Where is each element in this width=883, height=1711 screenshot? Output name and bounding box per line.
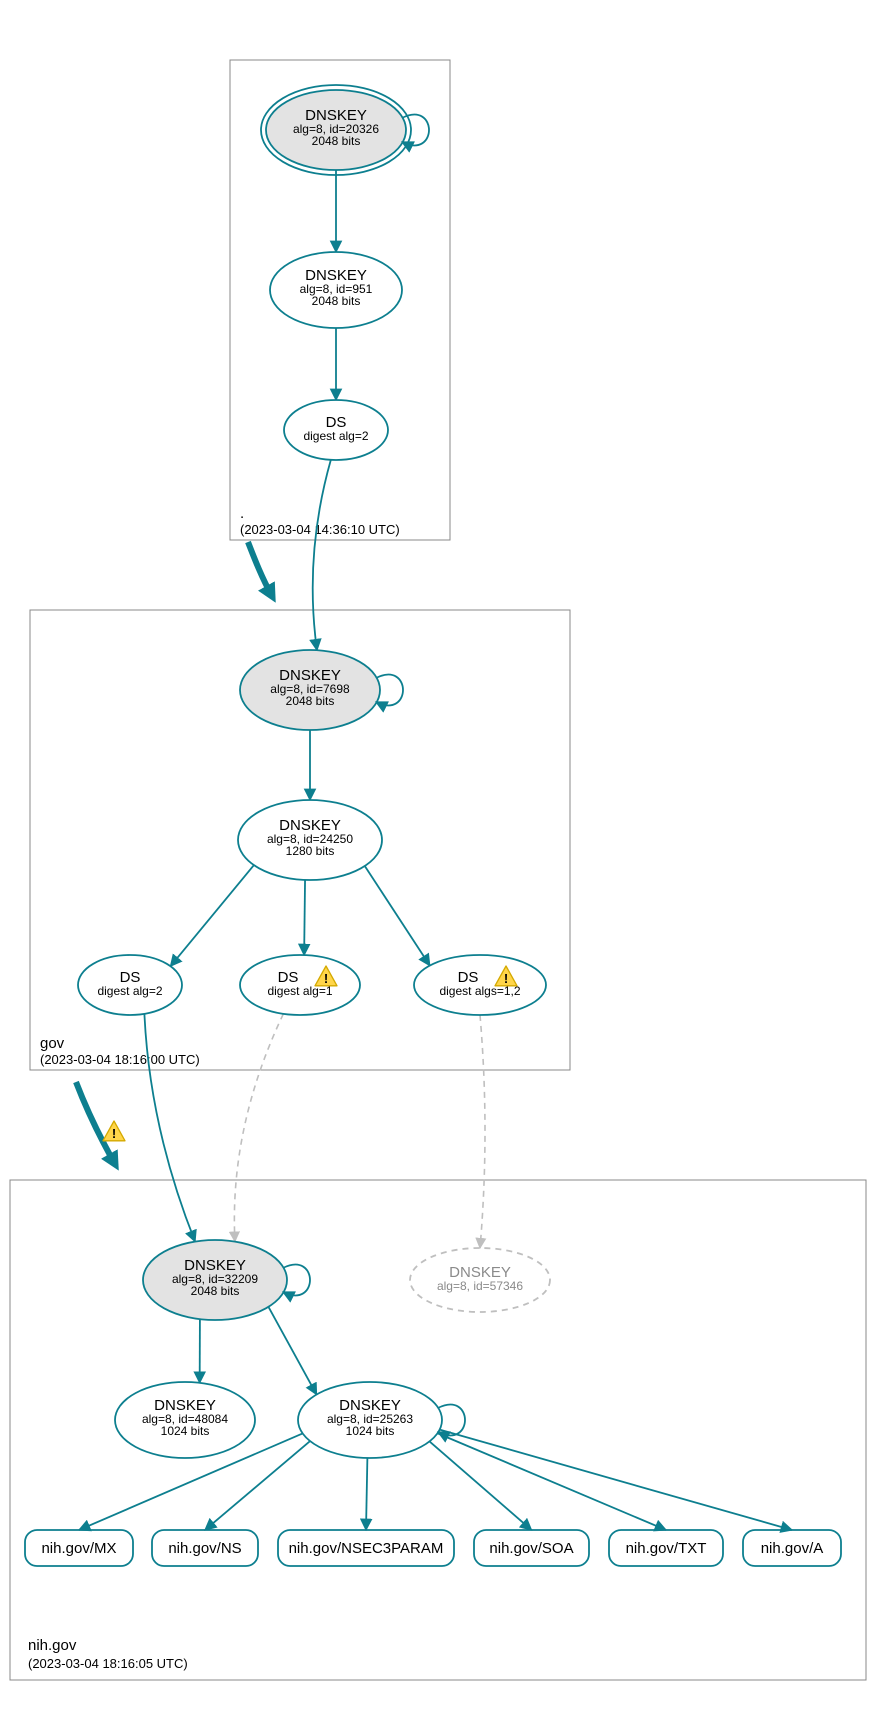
edges <box>144 170 485 1395</box>
rrset-nih-gov-MX: nih.gov/MX <box>25 1530 133 1566</box>
rrset-label: nih.gov/A <box>761 1540 824 1557</box>
edge-gov_ds3-nih_missing <box>480 1015 485 1248</box>
edge-nih_ksk-nih_zsk2 <box>268 1307 316 1395</box>
delegation-edge <box>76 1082 115 1164</box>
zone-nih-label: nih.gov <box>28 1637 77 1654</box>
node-root_zsk: DNSKEYalg=8, id=9512048 bits <box>270 252 402 328</box>
svg-text:!: ! <box>112 1126 116 1141</box>
edge-root_ds-gov_ksk <box>313 460 331 650</box>
rrset-nih-gov-NSEC3PARAM: nih.gov/NSEC3PARAM <box>278 1530 454 1566</box>
rrset-label: nih.gov/NSEC3PARAM <box>289 1540 444 1557</box>
node-nih_missing-line1: alg=8, id=57346 <box>437 1279 523 1293</box>
edge-nih_zsk2-nih.gov/SOA <box>430 1441 532 1530</box>
node-nih_zsk1: DNSKEYalg=8, id=480841024 bits <box>115 1382 255 1458</box>
node-nih_ksk-line2: 2048 bits <box>191 1284 240 1298</box>
warning-icons: ! <box>103 1121 125 1141</box>
node-gov_ds2: DSdigest alg=1! <box>240 955 360 1015</box>
node-nih_zsk1-line2: 1024 bits <box>161 1424 210 1438</box>
node-root_ksk-line2: 2048 bits <box>312 134 361 148</box>
rrset-nih-gov-A: nih.gov/A <box>743 1530 841 1566</box>
dnssec-diagram: . (2023-03-04 14:36:10 UTC) gov (2023-03… <box>0 0 883 1711</box>
edge-nih_zsk2-nih.gov/NS <box>205 1441 310 1530</box>
edge-gov_zsk-gov_ds1 <box>170 865 253 966</box>
edge-nih_zsk2-nih.gov/TXT <box>437 1433 666 1530</box>
node-gov_ds3: DSdigest algs=1,2! <box>414 955 546 1015</box>
warning-icon: ! <box>103 1121 125 1141</box>
node-nih_zsk2-line2: 1024 bits <box>346 1424 395 1438</box>
zone-nih-sublabel: (2023-03-04 18:16:05 UTC) <box>28 1656 188 1671</box>
node-gov_ds1: DSdigest alg=2 <box>78 955 182 1015</box>
node-root_ksk: DNSKEYalg=8, id=203262048 bits <box>261 85 429 175</box>
rrset-label: nih.gov/MX <box>41 1540 116 1557</box>
node-root_zsk-line2: 2048 bits <box>312 294 361 308</box>
node-gov_zsk-line2: 1280 bits <box>286 844 335 858</box>
edge-nih_zsk2-nih.gov/NSEC3PARAM <box>366 1458 367 1530</box>
delegation-edge <box>248 542 272 596</box>
edge-gov_zsk-gov_ds2 <box>304 880 305 955</box>
zone-root-label: . <box>240 505 244 522</box>
rrset-label: nih.gov/SOA <box>489 1540 573 1557</box>
node-gov_ds1-line1: digest alg=2 <box>97 984 162 998</box>
rrsets: nih.gov/MX nih.gov/NS nih.gov/NSEC3PARAM ni… <box>25 1530 841 1566</box>
rrset-nih-gov-TXT: nih.gov/TXT <box>609 1530 723 1566</box>
rrset-nih-gov-NS: nih.gov/NS <box>152 1530 258 1566</box>
rrset-label: nih.gov/TXT <box>626 1540 707 1557</box>
node-gov_ksk-line2: 2048 bits <box>286 694 335 708</box>
node-root_ds-line1: digest alg=2 <box>303 429 368 443</box>
node-gov_ksk: DNSKEYalg=8, id=76982048 bits <box>240 650 403 730</box>
node-gov_zsk: DNSKEYalg=8, id=242501280 bits <box>238 800 382 880</box>
svg-text:!: ! <box>324 971 328 986</box>
node-nih_missing: DNSKEYalg=8, id=57346 <box>410 1248 550 1312</box>
svg-text:!: ! <box>504 971 508 986</box>
edge-nih_zsk2-nih.gov/A <box>440 1430 792 1530</box>
zone-gov-label: gov <box>40 1035 65 1052</box>
edge-gov_ds1-nih_ksk <box>144 1014 195 1242</box>
node-nih_ksk: DNSKEYalg=8, id=322092048 bits <box>143 1240 310 1320</box>
nodes: DNSKEYalg=8, id=203262048 bits DNSKEYalg=… <box>78 85 550 1458</box>
edge-gov_ds2-nih_ksk <box>234 1014 283 1242</box>
edge-gov_zsk-gov_ds3 <box>365 866 430 966</box>
zone-gov-sublabel: (2023-03-04 18:16:00 UTC) <box>40 1052 200 1067</box>
rrset-nih-gov-SOA: nih.gov/SOA <box>474 1530 589 1566</box>
zone-root-sublabel: (2023-03-04 14:36:10 UTC) <box>240 522 400 537</box>
node-root_ds: DSdigest alg=2 <box>284 400 388 460</box>
node-nih_zsk2: DNSKEYalg=8, id=252631024 bits <box>298 1382 465 1458</box>
rrset-label: nih.gov/NS <box>168 1540 241 1557</box>
